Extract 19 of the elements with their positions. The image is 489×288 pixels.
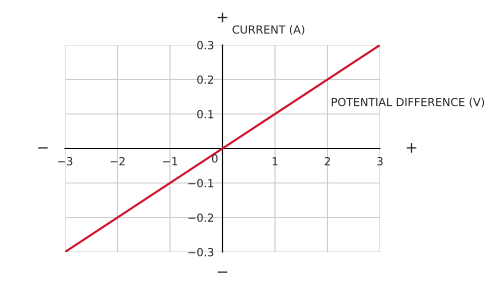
y-axis-title: CURRENT (A) [232, 25, 304, 36]
x-tick-label: 1 [272, 157, 278, 166]
text: + [406, 143, 416, 153]
x-tick-label: 2 [324, 157, 330, 166]
text: − [218, 271, 228, 273]
x-tick-label: 0 [212, 154, 218, 163]
x-tick-label: −3 [58, 157, 72, 166]
text: + [218, 12, 228, 22]
y-tick-label: −0.3 [188, 248, 214, 256]
x-tick-label: 3 [377, 157, 383, 166]
y-tick-label: −0.2 [188, 213, 214, 222]
x-tick-label: −2 [110, 157, 125, 166]
y-tick-label: 0.3 [197, 40, 214, 50]
y-tick-label: −0.1 [188, 178, 214, 188]
y-tick-label: 0.2 [197, 75, 214, 84]
text: − [38, 147, 48, 149]
y-tick-label: 0.1 [197, 110, 214, 118]
x-tick-label: −1 [162, 157, 178, 166]
x-axis-title: POTENTIAL DIFFERENCE (V) [332, 98, 484, 108]
